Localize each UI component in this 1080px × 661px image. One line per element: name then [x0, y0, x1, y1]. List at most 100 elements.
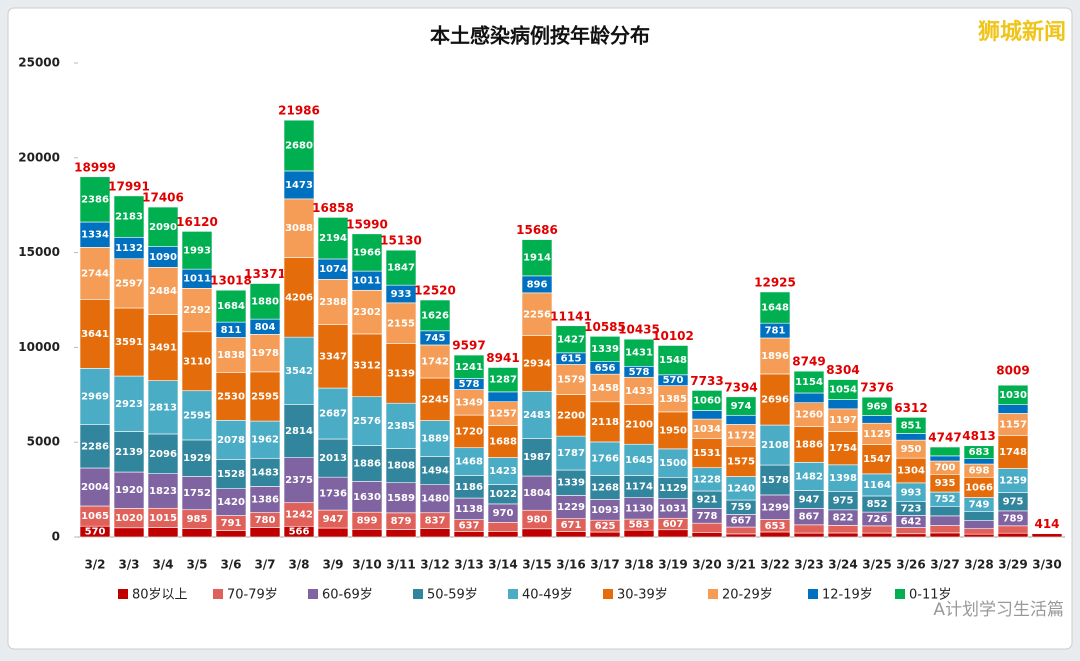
segment-label: 1766	[591, 454, 619, 465]
bar-segment	[997, 532, 1029, 538]
segment-label: 566	[289, 527, 310, 538]
segment-label: 1920	[115, 485, 143, 496]
segment-label: 2108	[761, 440, 789, 451]
segment-label: 2155	[387, 318, 415, 329]
x-tick-label: 3/23	[794, 558, 823, 572]
bar-segment	[215, 337, 247, 373]
segment-label: 1578	[761, 475, 789, 486]
total-label: 8304	[826, 363, 859, 377]
segment-label: 837	[425, 516, 446, 527]
bar-segment	[793, 370, 825, 394]
segment-label: 1385	[659, 394, 687, 405]
bar-segment	[827, 532, 859, 538]
segment-label: 1015	[149, 513, 177, 524]
bar-segment	[113, 471, 145, 509]
bar-segment	[283, 336, 315, 405]
segment-label: 896	[527, 279, 548, 290]
segment-label: 879	[391, 516, 412, 527]
total-label: 7376	[860, 381, 893, 395]
segment-label: 1688	[489, 437, 517, 448]
segment-label: 1993	[183, 245, 211, 256]
bar-segment	[895, 533, 927, 538]
segment-label: 1186	[455, 482, 483, 493]
bar-segment	[589, 336, 621, 362]
segment-label: 1823	[149, 486, 177, 497]
segment-label: 851	[901, 420, 922, 431]
legend-label: 20-29岁	[722, 588, 773, 603]
legend-label: 60-69岁	[322, 588, 373, 603]
total-label: 8009	[996, 364, 1029, 378]
segment-label: 811	[221, 325, 242, 336]
bar-segment	[555, 531, 587, 538]
bar-segment	[181, 331, 213, 392]
bar-segment	[997, 404, 1029, 414]
segment-label: 1847	[387, 263, 415, 274]
total-label: 13371	[244, 267, 286, 281]
bar-segment	[487, 531, 519, 538]
segment-label: 1197	[829, 415, 857, 426]
segment-label: 1164	[863, 480, 891, 491]
segment-label: 2183	[115, 212, 143, 223]
segment-label: 1575	[727, 457, 755, 468]
bar-segment	[657, 411, 689, 450]
bar-segment	[929, 446, 961, 457]
segment-label: 1630	[353, 492, 381, 503]
segment-label: 975	[1003, 497, 1024, 508]
bar-segment	[827, 379, 859, 400]
bar-segment	[317, 438, 349, 478]
segment-label: 2813	[149, 402, 177, 413]
segment-label: 1752	[183, 488, 211, 499]
segment-label: 1929	[183, 453, 211, 464]
bar-segment	[215, 289, 247, 323]
segment-label: 2004	[81, 482, 109, 493]
segment-label: 723	[901, 504, 922, 515]
bar-segment	[793, 532, 825, 538]
segment-label: 1684	[217, 301, 245, 312]
y-tick-label: 10000	[18, 340, 60, 354]
bar-segment	[249, 371, 281, 422]
segment-label: 1987	[523, 452, 551, 463]
segment-label: 1130	[625, 503, 653, 514]
segment-label: 2100	[625, 419, 653, 430]
legend-label: 12-19岁	[822, 588, 873, 603]
x-tick-label: 3/2	[84, 558, 105, 572]
bar-segment	[589, 373, 621, 403]
segment-label: 570	[85, 527, 106, 538]
segment-label: 1458	[591, 383, 619, 394]
bar-segment	[827, 399, 859, 410]
segment-label: 1886	[353, 458, 381, 469]
bar-segment	[147, 380, 179, 435]
bar-segment	[215, 530, 247, 538]
segment-label: 2680	[285, 141, 313, 152]
bar-segment	[725, 414, 757, 425]
segment-label: 969	[867, 401, 888, 412]
segment-label: 1334	[81, 230, 109, 241]
segment-label: 947	[799, 494, 820, 505]
segment-label: 2090	[149, 222, 177, 233]
bar-segment	[181, 231, 213, 270]
legend-label: 50-59岁	[427, 588, 478, 603]
bar-segment	[759, 373, 791, 426]
segment-label: 1431	[625, 348, 653, 359]
bar-segment	[997, 435, 1029, 469]
segment-label: 578	[629, 367, 650, 378]
segment-label: 1174	[625, 482, 653, 493]
segment-label: 656	[595, 363, 616, 374]
segment-label: 985	[187, 514, 208, 525]
segment-label: 804	[255, 322, 276, 333]
segment-label: 1433	[625, 386, 653, 397]
segment-label: 3312	[353, 360, 381, 371]
bar-segment	[725, 533, 757, 538]
segment-label: 2286	[81, 441, 109, 452]
segment-label: 1398	[829, 473, 857, 484]
bar-segment	[181, 528, 213, 538]
bar-segment	[793, 392, 825, 403]
segment-label: 1787	[557, 448, 585, 459]
bar-segment	[691, 390, 723, 411]
segment-label: 2386	[81, 194, 109, 205]
bar-segment	[759, 337, 791, 375]
segment-label: 1500	[659, 458, 687, 469]
bar-segment	[657, 529, 689, 538]
segment-label: 1914	[523, 253, 551, 264]
